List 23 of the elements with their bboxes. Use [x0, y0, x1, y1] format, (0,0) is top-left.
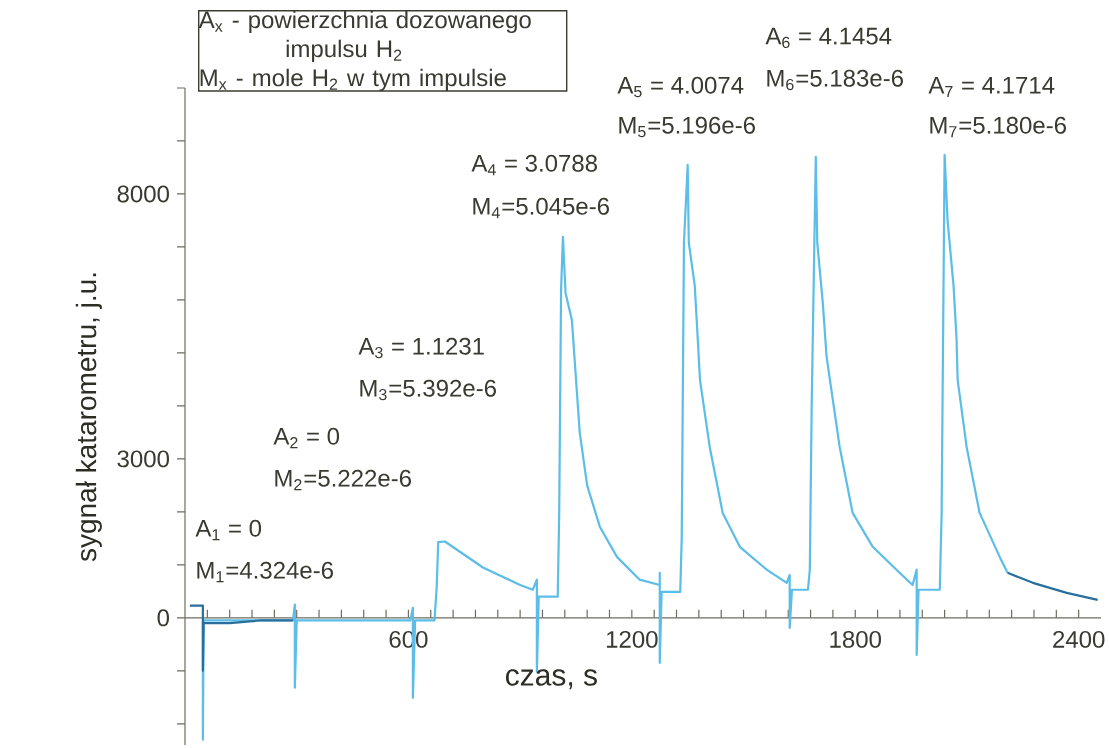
- annotation: M$_{7}$=5.180e-6: [930, 116, 1066, 138]
- annotation: A$_{7}$ = 4.1714: [928, 76, 1055, 98]
- annotation: A$_{3}$ = 1.1231: [358, 337, 484, 359]
- annotation: A$_{2}$ = 0: [273, 427, 340, 449]
- annotation: M$_{2}$=5.222e-6: [275, 469, 411, 491]
- annotation: M$_{x}$ - mole H$_{2}$ w tym impulsie: [200, 68, 506, 92]
- annotation: M$_{5}$=5.196e-6: [619, 116, 755, 138]
- y-axis-title: sygnał katarometru, j.u.: [75, 273, 102, 562]
- y-tick-label: 8000: [117, 185, 169, 203]
- annotation: A$_{5}$ = 4.0074: [617, 76, 744, 98]
- annotation: M$_{6}$=5.183e-6: [767, 69, 903, 91]
- annotation: A$_{1}$ = 0: [195, 519, 262, 541]
- annotation: M$_{1}$=4.324e-6: [197, 561, 333, 583]
- y-tick-label: 3000: [117, 450, 169, 468]
- annotation: M$_{4}$=5.045e-6: [473, 197, 609, 219]
- x-tick-label: 1800: [830, 630, 881, 648]
- y-tick-label: 0: [157, 609, 170, 627]
- text: A$_{6}$ = 4.1454: [765, 27, 892, 49]
- annotation: M$_{3}$=5.392e-6: [360, 379, 496, 401]
- x-axis-title: czas, s: [506, 669, 597, 690]
- x-tick-label: 2400: [1053, 630, 1105, 648]
- annotation: A$_{4}$ = 3.0788: [471, 154, 597, 176]
- x-tick-label: 1200: [606, 630, 658, 648]
